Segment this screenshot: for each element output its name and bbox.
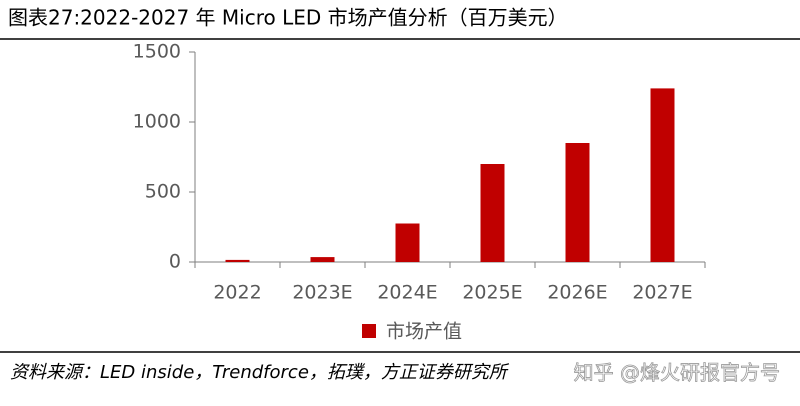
x-tick-label: 2023E (292, 282, 352, 304)
source: 资料来源：LED inside，Trendforce，拓璞，方正证券研究所 (10, 362, 510, 383)
bar (310, 257, 335, 262)
bar (225, 259, 250, 262)
x-tick-label: 2026E (547, 282, 607, 304)
bar (480, 164, 505, 262)
bar (650, 88, 675, 263)
legend-label: 市场产值 (386, 321, 462, 343)
x-tick-label: 2024E (377, 282, 437, 304)
chart-title: 图表27:2022-2027 年 Micro LED 市场产值分析（百万美元） (8, 6, 568, 30)
y-tick-label: 500 (145, 181, 181, 203)
legend-swatch (362, 324, 376, 338)
watermark: 知乎 @烽火研报官方号 (574, 361, 780, 385)
y-tick-label: 0 (169, 251, 181, 273)
y-tick-label: 1000 (133, 111, 181, 133)
bar (395, 223, 420, 262)
x-tick-label: 2025E (462, 282, 522, 304)
x-tick-label: 2027E (632, 282, 692, 304)
bar (565, 143, 590, 262)
y-tick-label: 1500 (133, 41, 181, 63)
x-tick-label: 2022 (213, 282, 261, 304)
